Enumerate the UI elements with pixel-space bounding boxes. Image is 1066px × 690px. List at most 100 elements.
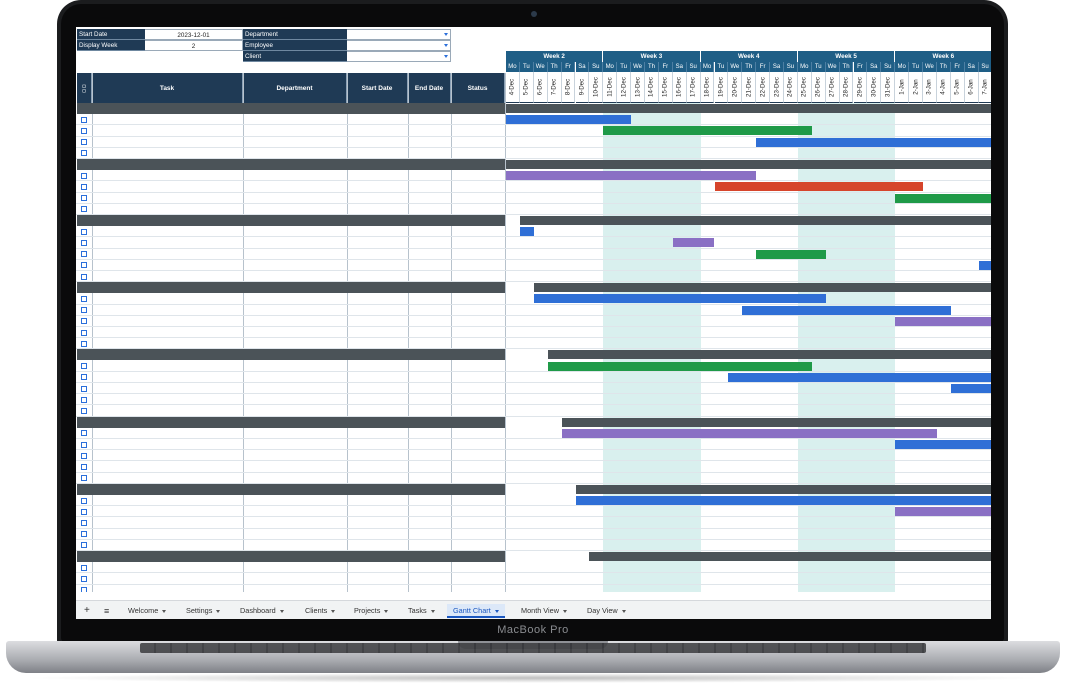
project-group-row[interactable] xyxy=(77,551,505,562)
task-checkbox[interactable] xyxy=(81,508,87,515)
end-date-column-header[interactable]: End Date xyxy=(408,73,451,103)
tab-clients[interactable]: Clients xyxy=(299,604,341,618)
task-name[interactable] xyxy=(146,293,242,304)
task-checkbox[interactable] xyxy=(81,497,87,504)
project-summary-bar[interactable] xyxy=(533,283,991,293)
task-checkbox[interactable] xyxy=(81,363,87,370)
task-checkbox[interactable] xyxy=(81,430,87,437)
task-checkbox[interactable] xyxy=(81,542,87,549)
task-checkbox[interactable] xyxy=(81,475,87,482)
task-checkbox[interactable] xyxy=(81,139,87,146)
task-checkbox[interactable] xyxy=(81,441,87,448)
task-bar[interactable] xyxy=(895,193,991,203)
task-checkbox[interactable] xyxy=(81,329,87,336)
client-filter-select[interactable] xyxy=(347,51,451,62)
task-bar[interactable] xyxy=(895,316,991,326)
task-name[interactable] xyxy=(146,585,242,592)
task-bar[interactable] xyxy=(978,260,991,270)
task-checkbox[interactable] xyxy=(81,340,87,347)
task-name[interactable] xyxy=(146,495,242,506)
task-checkbox[interactable] xyxy=(81,228,87,235)
task-bar[interactable] xyxy=(742,305,951,315)
task-checkbox[interactable] xyxy=(81,385,87,392)
project-group-row[interactable] xyxy=(77,483,505,495)
project-summary-bar[interactable] xyxy=(589,552,991,561)
status-column-header[interactable]: Status xyxy=(451,73,505,103)
task-name[interactable] xyxy=(146,193,242,204)
task-checkbox[interactable] xyxy=(81,206,87,213)
task-bar[interactable] xyxy=(950,384,991,393)
tab-gantt-chart[interactable]: Gantt Chart xyxy=(447,604,505,618)
task-bar[interactable] xyxy=(756,249,826,259)
tab-tasks[interactable]: Tasks xyxy=(402,604,441,618)
task-checkbox[interactable] xyxy=(81,318,87,325)
task-checkbox[interactable] xyxy=(81,262,87,269)
tab-day-view[interactable]: Day View xyxy=(581,604,632,618)
task-name[interactable] xyxy=(146,573,242,584)
task-checkbox[interactable] xyxy=(81,587,87,592)
display-week-input[interactable]: 2 xyxy=(145,40,243,51)
tab-projects[interactable]: Projects xyxy=(348,604,394,618)
task-name[interactable] xyxy=(146,506,242,517)
task-bar[interactable] xyxy=(895,507,991,517)
task-checkbox[interactable] xyxy=(81,307,87,314)
task-name[interactable] xyxy=(146,428,242,439)
task-name[interactable] xyxy=(146,226,242,237)
task-checkbox[interactable] xyxy=(81,172,87,179)
project-group-row[interactable] xyxy=(77,159,505,170)
project-summary-bar[interactable] xyxy=(506,104,991,113)
add-sheet-icon[interactable]: + xyxy=(84,605,90,616)
project-summary-bar[interactable] xyxy=(547,350,991,360)
task-name[interactable] xyxy=(146,125,242,136)
task-name[interactable] xyxy=(146,383,242,394)
tab-dashboard[interactable]: Dashboard xyxy=(234,604,290,618)
task-checkbox[interactable] xyxy=(81,531,87,538)
project-summary-bar[interactable] xyxy=(575,484,991,494)
task-checkbox[interactable] xyxy=(81,396,87,403)
task-checkbox[interactable] xyxy=(81,127,87,134)
tab-welcome[interactable]: Welcome xyxy=(122,604,172,618)
task-bar[interactable] xyxy=(714,182,923,192)
project-summary-bar[interactable] xyxy=(561,417,991,427)
task-name[interactable] xyxy=(146,305,242,316)
task-checkbox[interactable] xyxy=(81,273,87,280)
task-name[interactable] xyxy=(146,439,242,450)
project-summary-bar[interactable] xyxy=(519,216,991,225)
task-name[interactable] xyxy=(146,260,242,271)
task-name[interactable] xyxy=(146,461,242,472)
project-group-row[interactable] xyxy=(77,103,505,114)
task-bar[interactable] xyxy=(895,440,991,449)
project-group-row[interactable] xyxy=(77,416,505,428)
task-name[interactable] xyxy=(146,517,242,528)
task-checkbox[interactable] xyxy=(81,374,87,381)
task-bar[interactable] xyxy=(756,137,991,147)
task-checkbox[interactable] xyxy=(81,452,87,459)
task-checkbox[interactable] xyxy=(81,183,87,190)
task-checkbox[interactable] xyxy=(81,150,87,157)
project-group-row[interactable] xyxy=(77,215,505,226)
task-checkbox[interactable] xyxy=(81,463,87,470)
task-bar[interactable] xyxy=(506,171,757,181)
task-bar[interactable] xyxy=(728,372,991,382)
task-checkbox[interactable] xyxy=(81,251,87,258)
task-checkbox[interactable] xyxy=(81,239,87,246)
task-name[interactable] xyxy=(146,137,242,148)
task-name[interactable] xyxy=(146,316,242,327)
task-checkbox[interactable] xyxy=(81,564,87,571)
department-column-header[interactable]: Department xyxy=(243,73,347,103)
task-name[interactable] xyxy=(146,562,242,573)
task-name[interactable] xyxy=(146,170,242,181)
task-checkbox[interactable] xyxy=(81,519,87,526)
project-group-row[interactable] xyxy=(77,349,505,361)
task-checkbox[interactable] xyxy=(81,575,87,582)
task-name[interactable] xyxy=(146,372,242,383)
employee-filter-select[interactable] xyxy=(347,40,451,51)
task-column-header[interactable]: Task xyxy=(92,73,243,103)
task-name[interactable] xyxy=(146,237,242,248)
task-name[interactable] xyxy=(146,361,242,372)
project-summary-bar[interactable] xyxy=(506,160,991,169)
task-bar[interactable] xyxy=(672,238,715,248)
tab-settings[interactable]: Settings xyxy=(180,604,226,618)
task-bar[interactable] xyxy=(519,227,534,237)
task-bar[interactable] xyxy=(547,361,812,371)
